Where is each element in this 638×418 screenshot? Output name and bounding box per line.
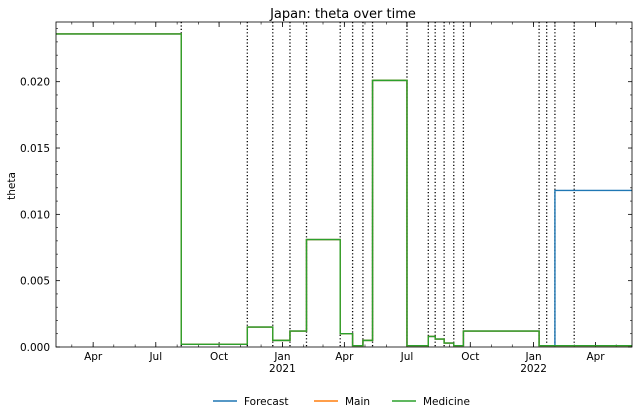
chart-title: Japan: theta over time [269,7,416,22]
x-tick-label: Oct [461,351,479,363]
x-tick-label: Apr [84,351,103,363]
x-tick-label: Oct [210,351,228,363]
y-tick-label: 0.005 [20,276,50,288]
x-tick-year-label: 2021 [269,363,296,375]
series-line-forecast [56,33,632,347]
x-tick-label: Apr [586,351,605,363]
legend: Forecast Main Medicine [213,396,470,408]
y-axis-label: theta [6,172,18,200]
series-line-medicine [56,33,632,347]
y-tick-label: 0.010 [20,209,50,221]
legend-label-forecast: Forecast [244,396,288,408]
x-tick-label: Jul [400,351,414,363]
legend-label-main: Main [345,396,370,408]
plot-frame [55,21,633,348]
y-tick-label: 0.015 [20,143,50,155]
legend-label-medicine: Medicine [423,396,470,408]
x-tick-year-label: 2022 [520,363,547,375]
x-tick-label: Jan [273,351,290,363]
y-tick-label: 0.000 [20,342,50,354]
x-tick-label: Jan [524,351,541,363]
x-tick-label: Apr [335,351,354,363]
series-line-main [56,33,632,347]
x-tick-label: Jul [148,351,162,363]
y-tick-label: 0.020 [20,77,50,89]
